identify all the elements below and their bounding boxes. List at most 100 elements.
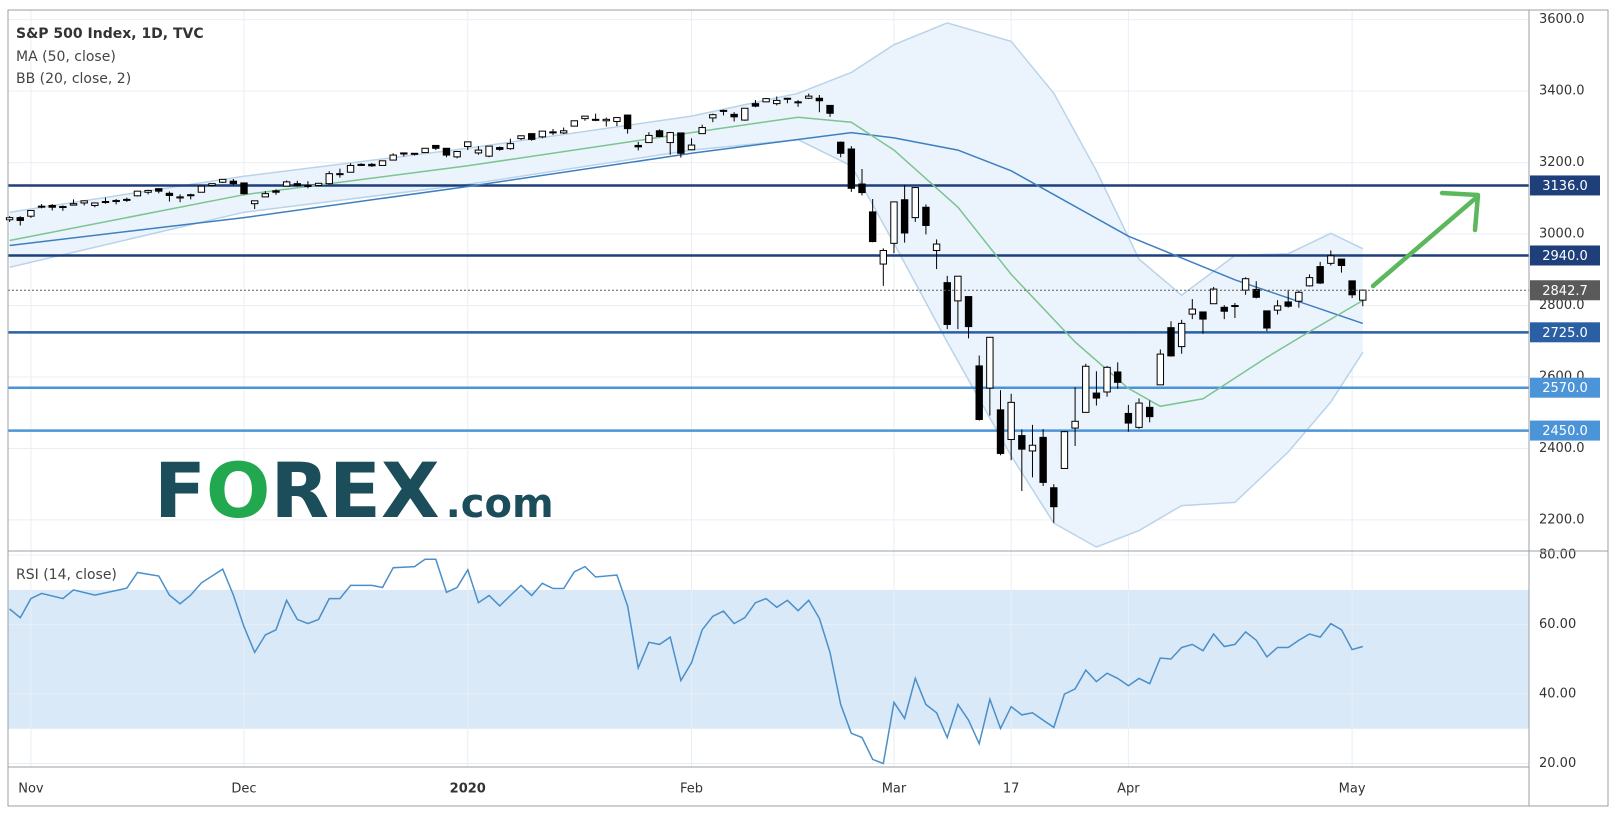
candle-body [112, 199, 120, 203]
candle-body [27, 209, 35, 217]
logo-part: .com [446, 481, 554, 527]
candle-body [165, 192, 174, 196]
candle-body [591, 118, 600, 121]
candle-body [346, 164, 355, 173]
candle-body [773, 99, 781, 105]
candle-body [1114, 371, 1122, 383]
last-price-box [1530, 280, 1600, 301]
candle-body [80, 200, 88, 204]
legend-bb: BB (20, close, 2) [16, 71, 131, 87]
candle-body [613, 117, 621, 122]
candle-body [975, 365, 983, 421]
ma-line [9, 116, 1364, 408]
candle-body [144, 189, 152, 193]
candle-body [1103, 366, 1111, 393]
candle-body [197, 185, 206, 193]
candle-body [751, 103, 760, 107]
candle-body [581, 115, 589, 120]
candle-body [1007, 401, 1015, 441]
arrow-head [1439, 190, 1481, 233]
candle-body [1071, 420, 1079, 429]
candle-body [16, 217, 24, 221]
x-tick-label: May [1339, 782, 1366, 797]
level-label: 2725.0 [1542, 326, 1588, 341]
y-tick-label: 60.00 [1539, 617, 1576, 632]
candle-body [496, 147, 504, 150]
y-tick-label: 80.00 [1539, 548, 1576, 563]
x-tick-label: Dec [231, 782, 256, 797]
chart-title: S&P 500 Index, 1D, TVC [16, 26, 204, 42]
candle-body [1124, 412, 1133, 424]
candle-body [623, 114, 632, 130]
y-tick-label: 3600.0 [1539, 12, 1585, 27]
candle-body [1039, 436, 1047, 483]
candle-body [389, 154, 397, 161]
candle-body [506, 143, 515, 150]
candle-body [453, 151, 461, 158]
candle-body [1348, 280, 1356, 296]
candle-body [250, 200, 259, 205]
candle-body [187, 194, 195, 197]
y-tick-label: 3000.0 [1539, 227, 1585, 242]
candle-body [378, 160, 387, 166]
candle-body [1209, 288, 1218, 305]
candle-body [368, 163, 376, 167]
candle-body [698, 127, 706, 135]
logo-part: O [206, 446, 271, 535]
candle-body [1316, 266, 1324, 284]
candle-body [666, 132, 674, 144]
candle-body [932, 243, 941, 251]
candle-body [1018, 435, 1026, 450]
candle-body [272, 190, 280, 193]
candle-body [730, 113, 738, 118]
candle-body [996, 409, 1005, 454]
logo-part: F [154, 446, 206, 535]
candle-body [336, 173, 344, 176]
candle-body [133, 190, 142, 197]
candle-body [1188, 308, 1196, 315]
x-tick-label: 17 [1003, 782, 1020, 797]
candle-body [48, 204, 56, 208]
candle-body [432, 144, 440, 149]
candle-body [1060, 431, 1069, 469]
candle-body [868, 211, 877, 243]
candle-body [954, 275, 962, 302]
candle-body [794, 101, 802, 104]
candle-body [229, 180, 238, 185]
candle-body [922, 206, 930, 226]
y-tick-label: 3400.0 [1539, 84, 1585, 99]
candle-body [527, 133, 536, 140]
level-label-box [1530, 322, 1600, 343]
candle-body [304, 184, 312, 188]
y-tick-label: 40.00 [1539, 687, 1576, 702]
candle-body [1231, 305, 1239, 308]
chart-frame [7, 9, 1609, 807]
candle-body [1135, 402, 1143, 428]
candle-body [59, 206, 67, 209]
candle-body [123, 198, 131, 201]
candle-body [645, 134, 653, 144]
x-tick-label: Nov [18, 782, 44, 797]
candle-body [240, 182, 248, 195]
candle-body [517, 135, 525, 140]
candle-body [176, 196, 184, 199]
candle-body [5, 217, 14, 221]
candle-body [677, 132, 685, 154]
level-label-box [1530, 420, 1600, 441]
last-price-label: 2842.7 [1542, 284, 1588, 299]
candle-body [282, 181, 291, 187]
candle-body [1273, 305, 1282, 311]
candle-body [719, 109, 728, 112]
candle-body [805, 95, 813, 99]
candle-body [442, 147, 451, 156]
rsi-title: RSI (14, close) [16, 567, 117, 583]
candle-body [325, 173, 333, 185]
y-tick-label: 20.00 [1539, 756, 1576, 771]
candle-body [485, 145, 493, 157]
candle-body [1327, 255, 1335, 264]
candle-body [655, 130, 664, 137]
candle-body [314, 182, 323, 186]
candle-body [858, 183, 866, 194]
